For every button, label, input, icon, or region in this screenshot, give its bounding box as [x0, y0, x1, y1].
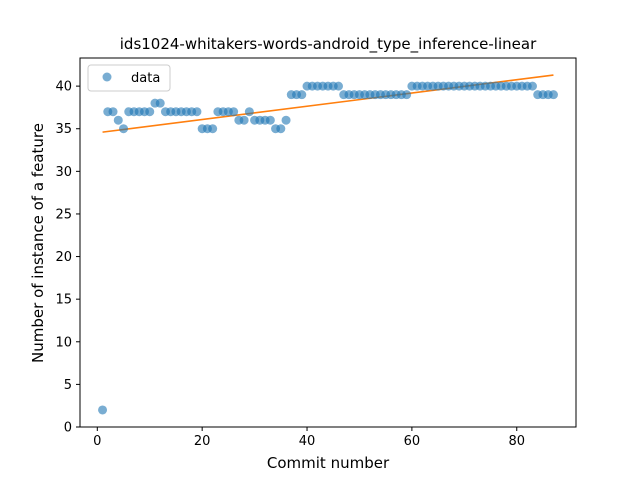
y-tick-label: 30 — [55, 165, 72, 180]
data-point — [192, 107, 202, 117]
legend: data — [87, 64, 171, 92]
data-point — [155, 98, 165, 108]
x-tick-label: 20 — [194, 434, 211, 449]
data-point — [229, 107, 239, 117]
y-tick-label: 40 — [55, 80, 72, 95]
data-point — [98, 405, 108, 415]
y-tick-label: 20 — [55, 250, 72, 265]
y-tick-label: 0 — [64, 421, 72, 436]
data-point — [108, 107, 118, 117]
chart-title: ids1024-whitakers-words-android_type_inf… — [120, 35, 537, 54]
y-tick-label: 15 — [55, 293, 72, 308]
data-point — [527, 81, 537, 91]
data-point — [333, 81, 343, 91]
legend-label-data: data — [131, 71, 160, 86]
y-tick-label: 35 — [55, 122, 72, 137]
data-point — [402, 90, 412, 100]
y-axis-label: Number of instance of a feature — [29, 123, 47, 363]
plot-frame — [79, 57, 577, 428]
data-point — [145, 107, 155, 117]
x-tick-label: 60 — [404, 434, 421, 449]
y-axis: 0 5 10 15 20 25 30 35 40 — [55, 80, 80, 436]
data-point — [208, 124, 218, 134]
x-axis: 0 20 40 60 80 — [93, 427, 525, 449]
data-point — [281, 115, 291, 125]
data-point — [297, 90, 307, 100]
legend-marker — [102, 72, 112, 82]
x-tick-label: 0 — [93, 434, 101, 449]
x-tick-label: 80 — [508, 434, 525, 449]
data-point — [276, 124, 286, 134]
data-point — [265, 115, 275, 125]
x-tick-label: 40 — [299, 434, 316, 449]
data-point — [244, 107, 254, 117]
y-tick-label: 10 — [55, 335, 72, 350]
data-point — [548, 90, 558, 100]
y-tick-label: 25 — [55, 207, 72, 222]
y-tick-label: 5 — [64, 378, 72, 393]
data-point — [119, 124, 129, 134]
data-point — [113, 115, 123, 125]
x-axis-label: Commit number — [267, 454, 390, 472]
data-point — [239, 115, 249, 125]
legend-frame — [87, 64, 171, 92]
data-points-layer — [98, 81, 558, 415]
plot-area — [79, 57, 577, 428]
